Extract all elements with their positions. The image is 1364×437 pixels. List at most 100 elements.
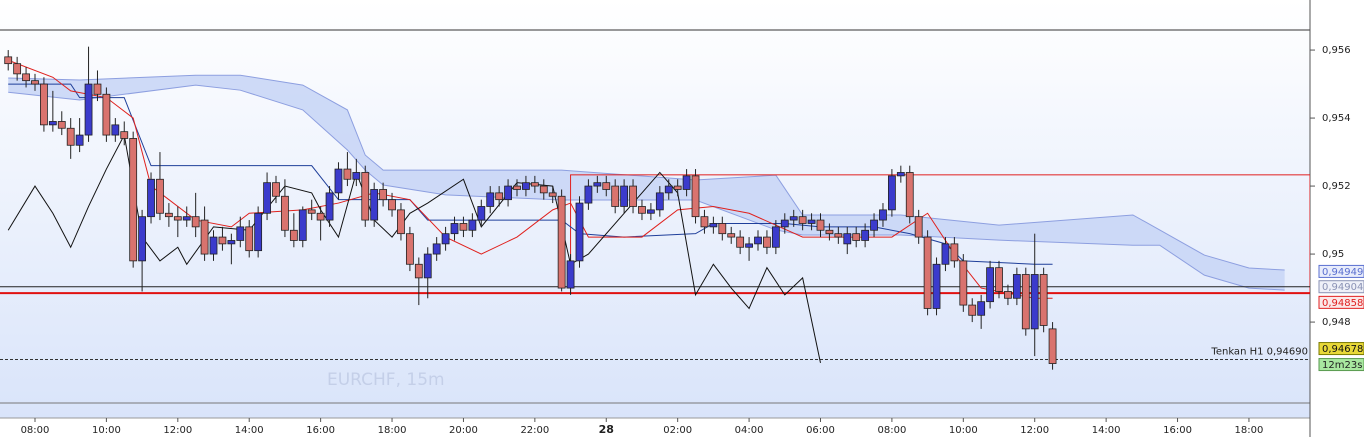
y-tick-label: 0,952 bbox=[1322, 181, 1351, 192]
cloud-lower bbox=[8, 84, 1285, 291]
candle-body bbox=[709, 223, 718, 228]
axes: Tenkan H1 0,94690 0,956 0,954 0,952 0,95 0,94… bbox=[21, 45, 1364, 436]
candle-body bbox=[432, 243, 441, 255]
x-tick-label: 10:00 bbox=[92, 425, 121, 436]
candle-body bbox=[388, 199, 396, 211]
candle-body bbox=[486, 192, 495, 207]
candle-body bbox=[575, 202, 584, 262]
candle-body bbox=[807, 219, 816, 224]
candle-body bbox=[84, 83, 93, 136]
candle-body bbox=[602, 182, 611, 190]
candle-body bbox=[75, 134, 84, 146]
candle-body bbox=[352, 172, 361, 180]
candle-body bbox=[513, 185, 521, 190]
tenkan-label: Tenkan H1 0,94690 bbox=[1210, 346, 1308, 357]
candle-body bbox=[343, 168, 352, 180]
price-label: 0,94904 bbox=[1322, 282, 1363, 293]
plot bbox=[0, 46, 1310, 370]
candle-body bbox=[298, 209, 307, 241]
candle-body bbox=[218, 236, 227, 245]
plot-background bbox=[0, 0, 1310, 418]
candle-body bbox=[1012, 274, 1021, 299]
candle-body bbox=[495, 192, 504, 201]
candle-body bbox=[236, 226, 245, 241]
candle-body bbox=[66, 127, 75, 146]
candle-body bbox=[986, 267, 994, 303]
candle-body bbox=[361, 172, 370, 221]
candle-body bbox=[995, 267, 1003, 292]
candle-body bbox=[620, 185, 629, 207]
x-tick-label: 16:00 bbox=[306, 425, 335, 436]
candle-body bbox=[1021, 274, 1030, 330]
x-tick-label: 08:00 bbox=[877, 425, 906, 436]
candle-body bbox=[164, 212, 173, 218]
candle-body bbox=[405, 233, 414, 265]
x-tick-label: 14:00 bbox=[235, 425, 264, 436]
candle-body bbox=[48, 121, 57, 126]
candle-body bbox=[655, 192, 664, 211]
candle-body bbox=[504, 185, 512, 201]
candle-body bbox=[905, 172, 914, 218]
candle-body bbox=[93, 83, 102, 95]
candle-body bbox=[968, 304, 977, 316]
candle-body bbox=[798, 216, 807, 224]
candle-body bbox=[379, 189, 388, 201]
candle-body bbox=[700, 216, 709, 228]
candle-body bbox=[182, 216, 191, 221]
x-tick-label: 12:00 bbox=[1020, 425, 1049, 436]
price-label-box bbox=[1318, 264, 1364, 278]
candle-body bbox=[281, 195, 289, 231]
candle-body bbox=[13, 63, 22, 75]
candle-body bbox=[861, 229, 870, 241]
candle-body bbox=[932, 263, 941, 309]
x-tick-label: 28 bbox=[599, 423, 614, 436]
candle-body bbox=[254, 212, 263, 252]
candle-body bbox=[682, 175, 691, 190]
candle-body bbox=[950, 243, 959, 262]
x-tick-label: 02:00 bbox=[663, 425, 692, 436]
y-tick-label: 0,95 bbox=[1322, 249, 1344, 260]
candle-body bbox=[263, 182, 271, 214]
candle-body bbox=[111, 124, 120, 136]
candle-body bbox=[977, 301, 986, 316]
candle-body bbox=[272, 182, 280, 197]
candle-body bbox=[120, 131, 129, 139]
candle-body bbox=[557, 195, 566, 289]
candle-body bbox=[754, 236, 762, 245]
x-tick-label: 20:00 bbox=[449, 425, 478, 436]
candle-body bbox=[539, 185, 548, 194]
candle-body bbox=[629, 185, 637, 207]
countdown-box bbox=[1318, 358, 1364, 372]
candle-body bbox=[289, 229, 298, 241]
x-tick-label: 14:00 bbox=[1092, 425, 1121, 436]
candle-body bbox=[245, 226, 254, 252]
price-label-box bbox=[1318, 342, 1364, 356]
candle-body bbox=[423, 253, 432, 279]
candle-body bbox=[522, 182, 530, 190]
candle-body bbox=[4, 56, 13, 65]
candle-body bbox=[691, 175, 700, 218]
candle-body bbox=[209, 236, 218, 255]
x-tick-label: 18:00 bbox=[378, 425, 407, 436]
candle-body bbox=[307, 209, 316, 214]
price-label-box bbox=[1318, 280, 1364, 294]
candle-body bbox=[789, 216, 798, 221]
x-tick-label: 06:00 bbox=[806, 425, 835, 436]
candle-body bbox=[673, 185, 682, 190]
candle-body bbox=[584, 185, 593, 204]
candle-body bbox=[227, 240, 236, 245]
y-tick-label: 0,956 bbox=[1322, 45, 1351, 56]
cloud bbox=[8, 75, 1285, 291]
candle-body bbox=[316, 212, 325, 221]
candle-body bbox=[191, 216, 200, 228]
candle-body bbox=[780, 219, 789, 228]
candle-body bbox=[397, 209, 405, 235]
candle-body bbox=[530, 182, 539, 187]
price-label: 0,94678 bbox=[1322, 344, 1363, 355]
candle-body bbox=[638, 206, 646, 214]
candle-body bbox=[1030, 274, 1039, 330]
x-tick-label: 18:00 bbox=[1235, 425, 1264, 436]
candle-body bbox=[941, 243, 950, 265]
candle-body bbox=[745, 243, 753, 248]
